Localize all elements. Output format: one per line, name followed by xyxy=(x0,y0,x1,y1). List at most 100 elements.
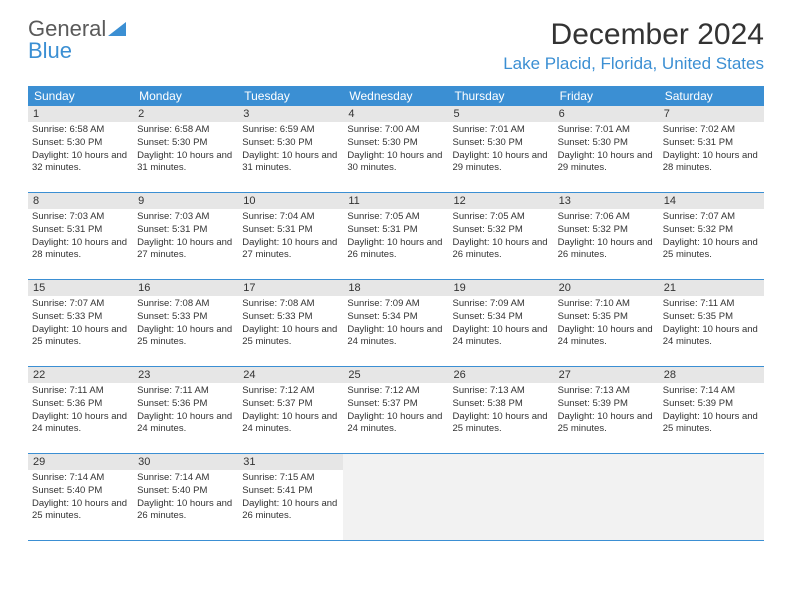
day-cell: 10Sunrise: 7:04 AMSunset: 5:31 PMDayligh… xyxy=(238,193,343,279)
day-body: Sunrise: 7:01 AMSunset: 5:30 PMDaylight:… xyxy=(449,122,554,177)
daylight-line: Daylight: 10 hours and 25 minutes. xyxy=(137,324,234,350)
daylight-line: Daylight: 10 hours and 26 minutes. xyxy=(453,237,550,263)
sunset-line: Sunset: 5:32 PM xyxy=(663,224,760,237)
week-row: 15Sunrise: 7:07 AMSunset: 5:33 PMDayligh… xyxy=(28,280,764,367)
logo: General Blue xyxy=(28,18,130,62)
daylight-line: Daylight: 10 hours and 25 minutes. xyxy=(663,411,760,437)
day-body: Sunrise: 7:14 AMSunset: 5:40 PMDaylight:… xyxy=(28,470,133,525)
day-body: Sunrise: 7:13 AMSunset: 5:38 PMDaylight:… xyxy=(449,383,554,438)
sunset-line: Sunset: 5:37 PM xyxy=(347,398,444,411)
daylight-line: Daylight: 10 hours and 29 minutes. xyxy=(453,150,550,176)
sunrise-line: Sunrise: 7:03 AM xyxy=(137,211,234,224)
sunset-line: Sunset: 5:32 PM xyxy=(453,224,550,237)
empty-cell xyxy=(659,454,764,540)
sunset-line: Sunset: 5:35 PM xyxy=(558,311,655,324)
day-number: 5 xyxy=(449,106,554,122)
day-number: 25 xyxy=(343,367,448,383)
day-number: 1 xyxy=(28,106,133,122)
day-number: 8 xyxy=(28,193,133,209)
day-cell: 27Sunrise: 7:13 AMSunset: 5:39 PMDayligh… xyxy=(554,367,659,453)
daylight-line: Daylight: 10 hours and 24 minutes. xyxy=(558,324,655,350)
day-body: Sunrise: 7:05 AMSunset: 5:32 PMDaylight:… xyxy=(449,209,554,264)
sunset-line: Sunset: 5:32 PM xyxy=(558,224,655,237)
day-number: 24 xyxy=(238,367,343,383)
sunrise-line: Sunrise: 7:06 AM xyxy=(558,211,655,224)
day-number: 4 xyxy=(343,106,448,122)
header: General Blue December 2024 Lake Placid, … xyxy=(0,0,792,78)
day-body: Sunrise: 7:03 AMSunset: 5:31 PMDaylight:… xyxy=(28,209,133,264)
day-cell: 15Sunrise: 7:07 AMSunset: 5:33 PMDayligh… xyxy=(28,280,133,366)
logo-text-blue: Blue xyxy=(28,38,72,63)
week-row: 8Sunrise: 7:03 AMSunset: 5:31 PMDaylight… xyxy=(28,193,764,280)
week-row: 1Sunrise: 6:58 AMSunset: 5:30 PMDaylight… xyxy=(28,106,764,193)
sunset-line: Sunset: 5:30 PM xyxy=(32,137,129,150)
day-cell: 29Sunrise: 7:14 AMSunset: 5:40 PMDayligh… xyxy=(28,454,133,540)
day-header-friday: Friday xyxy=(554,86,659,106)
day-cell: 16Sunrise: 7:08 AMSunset: 5:33 PMDayligh… xyxy=(133,280,238,366)
day-number: 11 xyxy=(343,193,448,209)
day-body: Sunrise: 7:08 AMSunset: 5:33 PMDaylight:… xyxy=(238,296,343,351)
sunrise-line: Sunrise: 7:01 AM xyxy=(453,124,550,137)
day-number: 3 xyxy=(238,106,343,122)
week-row: 29Sunrise: 7:14 AMSunset: 5:40 PMDayligh… xyxy=(28,454,764,541)
daylight-line: Daylight: 10 hours and 25 minutes. xyxy=(453,411,550,437)
daylight-line: Daylight: 10 hours and 24 minutes. xyxy=(137,411,234,437)
day-cell: 31Sunrise: 7:15 AMSunset: 5:41 PMDayligh… xyxy=(238,454,343,540)
daylight-line: Daylight: 10 hours and 25 minutes. xyxy=(242,324,339,350)
daylight-line: Daylight: 10 hours and 28 minutes. xyxy=(663,150,760,176)
day-cell: 2Sunrise: 6:58 AMSunset: 5:30 PMDaylight… xyxy=(133,106,238,192)
day-body: Sunrise: 7:15 AMSunset: 5:41 PMDaylight:… xyxy=(238,470,343,525)
sunset-line: Sunset: 5:31 PM xyxy=(347,224,444,237)
empty-cell xyxy=(449,454,554,540)
sunset-line: Sunset: 5:31 PM xyxy=(242,224,339,237)
day-cell: 9Sunrise: 7:03 AMSunset: 5:31 PMDaylight… xyxy=(133,193,238,279)
day-header-tuesday: Tuesday xyxy=(238,86,343,106)
daylight-line: Daylight: 10 hours and 25 minutes. xyxy=(32,498,129,524)
day-body: Sunrise: 7:04 AMSunset: 5:31 PMDaylight:… xyxy=(238,209,343,264)
sunset-line: Sunset: 5:30 PM xyxy=(558,137,655,150)
day-of-week-row: SundayMondayTuesdayWednesdayThursdayFrid… xyxy=(28,86,764,106)
day-cell: 5Sunrise: 7:01 AMSunset: 5:30 PMDaylight… xyxy=(449,106,554,192)
sunrise-line: Sunrise: 7:10 AM xyxy=(558,298,655,311)
sunrise-line: Sunrise: 7:07 AM xyxy=(32,298,129,311)
sunset-line: Sunset: 5:31 PM xyxy=(137,224,234,237)
sunrise-line: Sunrise: 6:59 AM xyxy=(242,124,339,137)
sunset-line: Sunset: 5:33 PM xyxy=(242,311,339,324)
day-number: 14 xyxy=(659,193,764,209)
day-cell: 8Sunrise: 7:03 AMSunset: 5:31 PMDaylight… xyxy=(28,193,133,279)
day-cell: 20Sunrise: 7:10 AMSunset: 5:35 PMDayligh… xyxy=(554,280,659,366)
sunrise-line: Sunrise: 7:05 AM xyxy=(347,211,444,224)
daylight-line: Daylight: 10 hours and 24 minutes. xyxy=(242,411,339,437)
day-body: Sunrise: 7:07 AMSunset: 5:33 PMDaylight:… xyxy=(28,296,133,351)
logo-sail-icon xyxy=(108,18,130,40)
daylight-line: Daylight: 10 hours and 27 minutes. xyxy=(242,237,339,263)
daylight-line: Daylight: 10 hours and 30 minutes. xyxy=(347,150,444,176)
sunset-line: Sunset: 5:37 PM xyxy=(242,398,339,411)
day-number: 30 xyxy=(133,454,238,470)
sunrise-line: Sunrise: 7:13 AM xyxy=(453,385,550,398)
sunset-line: Sunset: 5:36 PM xyxy=(137,398,234,411)
sunset-line: Sunset: 5:38 PM xyxy=(453,398,550,411)
sunrise-line: Sunrise: 7:13 AM xyxy=(558,385,655,398)
daylight-line: Daylight: 10 hours and 25 minutes. xyxy=(663,237,760,263)
sunrise-line: Sunrise: 7:02 AM xyxy=(663,124,760,137)
day-number: 29 xyxy=(28,454,133,470)
day-body: Sunrise: 7:10 AMSunset: 5:35 PMDaylight:… xyxy=(554,296,659,351)
calendar: SundayMondayTuesdayWednesdayThursdayFrid… xyxy=(28,86,764,541)
day-body: Sunrise: 7:08 AMSunset: 5:33 PMDaylight:… xyxy=(133,296,238,351)
day-header-sunday: Sunday xyxy=(28,86,133,106)
sunrise-line: Sunrise: 6:58 AM xyxy=(137,124,234,137)
day-body: Sunrise: 7:01 AMSunset: 5:30 PMDaylight:… xyxy=(554,122,659,177)
day-number: 2 xyxy=(133,106,238,122)
sunset-line: Sunset: 5:39 PM xyxy=(663,398,760,411)
day-cell: 22Sunrise: 7:11 AMSunset: 5:36 PMDayligh… xyxy=(28,367,133,453)
day-body: Sunrise: 7:02 AMSunset: 5:31 PMDaylight:… xyxy=(659,122,764,177)
sunset-line: Sunset: 5:36 PM xyxy=(32,398,129,411)
day-body: Sunrise: 7:11 AMSunset: 5:36 PMDaylight:… xyxy=(133,383,238,438)
sunset-line: Sunset: 5:30 PM xyxy=(347,137,444,150)
sunrise-line: Sunrise: 7:09 AM xyxy=(347,298,444,311)
day-number: 26 xyxy=(449,367,554,383)
day-body: Sunrise: 7:07 AMSunset: 5:32 PMDaylight:… xyxy=(659,209,764,264)
sunrise-line: Sunrise: 7:14 AM xyxy=(32,472,129,485)
sunrise-line: Sunrise: 7:12 AM xyxy=(347,385,444,398)
